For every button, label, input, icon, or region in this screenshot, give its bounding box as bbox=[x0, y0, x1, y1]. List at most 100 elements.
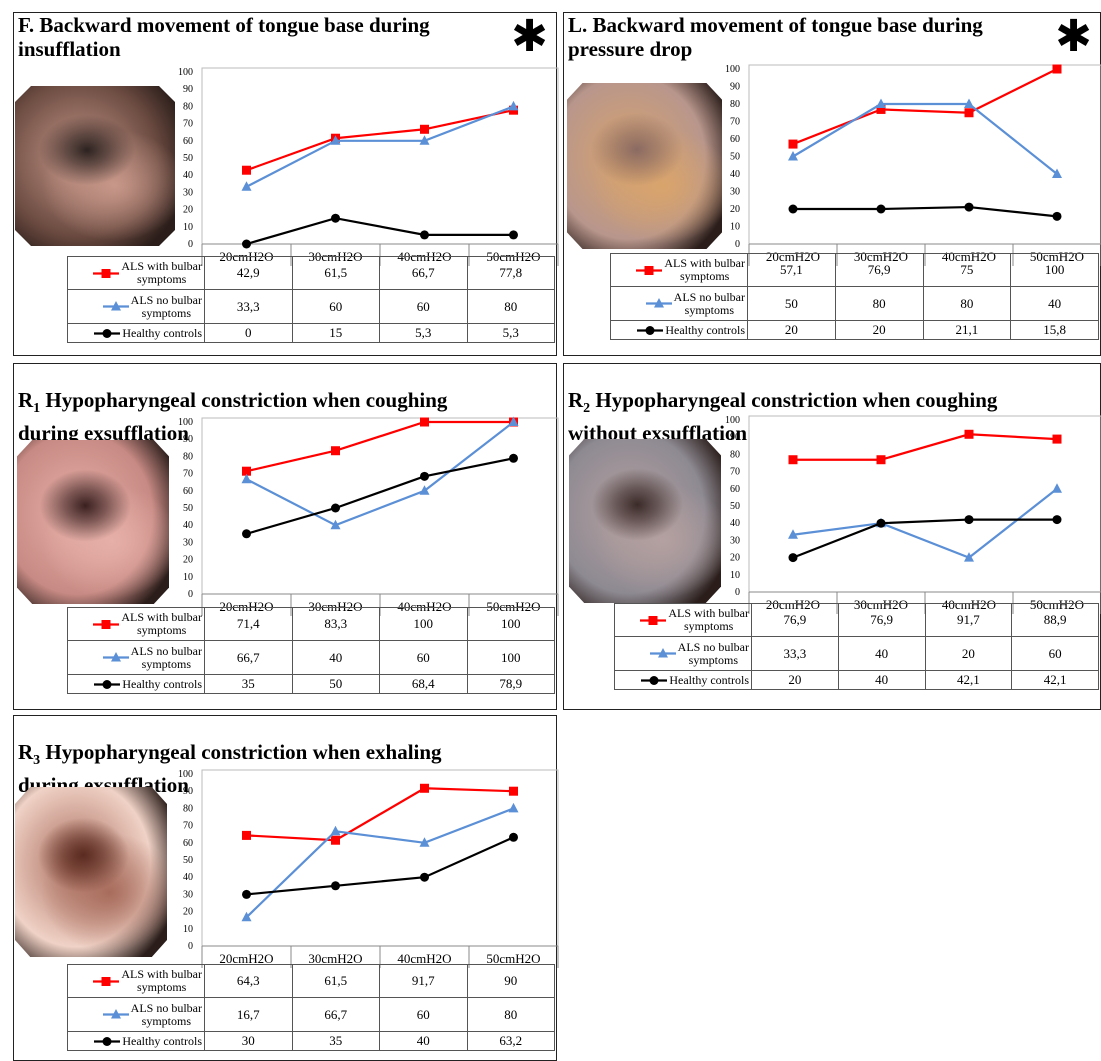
y-tick-label: 60 bbox=[730, 134, 740, 145]
legend-entry: Healthy controls bbox=[67, 1031, 205, 1051]
y-tick-label: 30 bbox=[183, 187, 193, 198]
table-cell: 20 bbox=[834, 320, 924, 340]
table-cell: 40 bbox=[837, 670, 926, 690]
data-point bbox=[419, 837, 430, 847]
table-cell: 80 bbox=[922, 286, 1012, 321]
table-cell: 66,7 bbox=[291, 997, 380, 1032]
panel-title: L. Backward movement of tongue base duri… bbox=[568, 13, 983, 61]
table-cell: 91,7 bbox=[924, 603, 1013, 637]
legend-label: ALS no bulbar symptoms bbox=[130, 292, 202, 320]
data-point bbox=[242, 165, 251, 175]
data-point bbox=[964, 515, 974, 525]
table-cell: 21,1 bbox=[922, 320, 1012, 340]
table-cell: 15,8 bbox=[1010, 320, 1099, 340]
data-point bbox=[964, 552, 974, 562]
table-cell: 100 bbox=[466, 607, 555, 641]
data-point bbox=[419, 485, 430, 495]
legend-entry: Healthy controls bbox=[614, 670, 752, 690]
series-group bbox=[788, 64, 1062, 149]
y-tick-label: 40 bbox=[183, 872, 193, 883]
table-cell: 5,3 bbox=[466, 323, 555, 343]
series-line bbox=[245, 421, 515, 527]
series-group bbox=[242, 783, 518, 845]
series-group bbox=[242, 417, 518, 476]
series-group bbox=[242, 213, 518, 249]
table-row: ALS no bulbar symptoms 33,3 60 60 80 bbox=[67, 289, 555, 324]
data-point bbox=[788, 204, 798, 214]
table-cell: 68,4 bbox=[379, 674, 468, 694]
legend-key-icon bbox=[102, 301, 129, 311]
table-cell: 66,7 bbox=[204, 640, 293, 675]
legend-key-marker bbox=[649, 675, 659, 685]
legend-key-icon bbox=[102, 652, 129, 662]
y-tick-label: 20 bbox=[183, 555, 193, 566]
table-row: ALS with bulbar symptoms 76,9 76,9 91,7 88,9 bbox=[614, 603, 1099, 637]
y-tick-label: 10 bbox=[183, 572, 193, 583]
table-cell: 35 bbox=[291, 1031, 380, 1051]
endoscopy-photo bbox=[15, 787, 167, 957]
y-tick-label: 0 bbox=[735, 587, 740, 598]
plot-area bbox=[748, 415, 1101, 593]
y-tick-label: 60 bbox=[730, 484, 740, 495]
y-tick-label: 90 bbox=[730, 82, 740, 93]
y-tick-label: 50 bbox=[730, 501, 740, 512]
panel-title: R2 Hypopharyngeal constriction when coug… bbox=[568, 388, 998, 446]
data-point bbox=[242, 466, 251, 476]
significance-star-icon: ✱ bbox=[1055, 11, 1092, 62]
data-point bbox=[241, 473, 252, 484]
data-point bbox=[876, 204, 886, 214]
table-cell: 91,7 bbox=[379, 964, 468, 998]
y-tick-label: 40 bbox=[183, 520, 193, 531]
table-cell: 83,3 bbox=[291, 607, 380, 641]
table-cell: 80 bbox=[466, 997, 555, 1032]
legend-entry: ALS no bulbar symptoms bbox=[67, 997, 205, 1032]
data-point bbox=[420, 783, 429, 793]
data-point bbox=[420, 872, 429, 882]
table-cell: 60 bbox=[1011, 636, 1099, 671]
series-line bbox=[245, 105, 514, 188]
y-tick-label: 10 bbox=[183, 222, 193, 233]
table-cell: 63,2 bbox=[466, 1031, 555, 1051]
y-tick-label: 20 bbox=[730, 204, 740, 215]
table-cell: 60 bbox=[379, 289, 468, 324]
data-point bbox=[420, 417, 429, 427]
legend-label: ALS with bulbar symptoms bbox=[121, 610, 202, 637]
legend-label: Healthy controls bbox=[122, 325, 202, 340]
data-point bbox=[876, 518, 886, 528]
plot-area bbox=[201, 769, 559, 947]
series-group bbox=[242, 832, 518, 899]
y-tick-label: 10 bbox=[730, 570, 740, 581]
table-row: ALS with bulbar symptoms 71,4 83,3 100 100 bbox=[67, 607, 555, 641]
y-tick-label: 40 bbox=[730, 518, 740, 529]
legend-key-marker bbox=[102, 328, 112, 338]
legend-key-icon bbox=[94, 328, 121, 338]
data-point bbox=[964, 429, 974, 439]
y-tick-label: 100 bbox=[725, 415, 740, 426]
y-tick-label: 30 bbox=[730, 535, 740, 546]
table-row: Healthy controls 20 40 42,1 42,1 bbox=[614, 670, 1099, 690]
data-point bbox=[964, 202, 974, 212]
y-tick-label: 50 bbox=[730, 152, 740, 163]
y-tick-label: 20 bbox=[183, 205, 193, 216]
x-tick-label: 40cmH2O bbox=[397, 951, 451, 966]
series-group bbox=[788, 202, 1062, 221]
data-point bbox=[242, 239, 251, 249]
legend-entry: ALS no bulbar symptoms bbox=[67, 640, 205, 675]
x-tick-label: 20cmH2O bbox=[219, 951, 273, 966]
legend-key-icon bbox=[637, 325, 664, 335]
series-line bbox=[793, 205, 1058, 218]
table-cell: 40 bbox=[379, 1031, 468, 1051]
y-tick-label: 70 bbox=[730, 117, 740, 128]
data-point bbox=[331, 446, 340, 456]
legend-label: ALS with bulbar symptoms bbox=[121, 259, 202, 286]
legend-key-icon bbox=[645, 298, 672, 308]
table-cell: 75 bbox=[922, 253, 1012, 287]
series-line bbox=[793, 433, 1058, 461]
data-point bbox=[509, 786, 518, 796]
y-tick-label: 90 bbox=[730, 432, 740, 443]
data-point bbox=[241, 911, 252, 922]
data-point bbox=[1052, 211, 1062, 221]
legend-key-marker bbox=[110, 301, 121, 311]
